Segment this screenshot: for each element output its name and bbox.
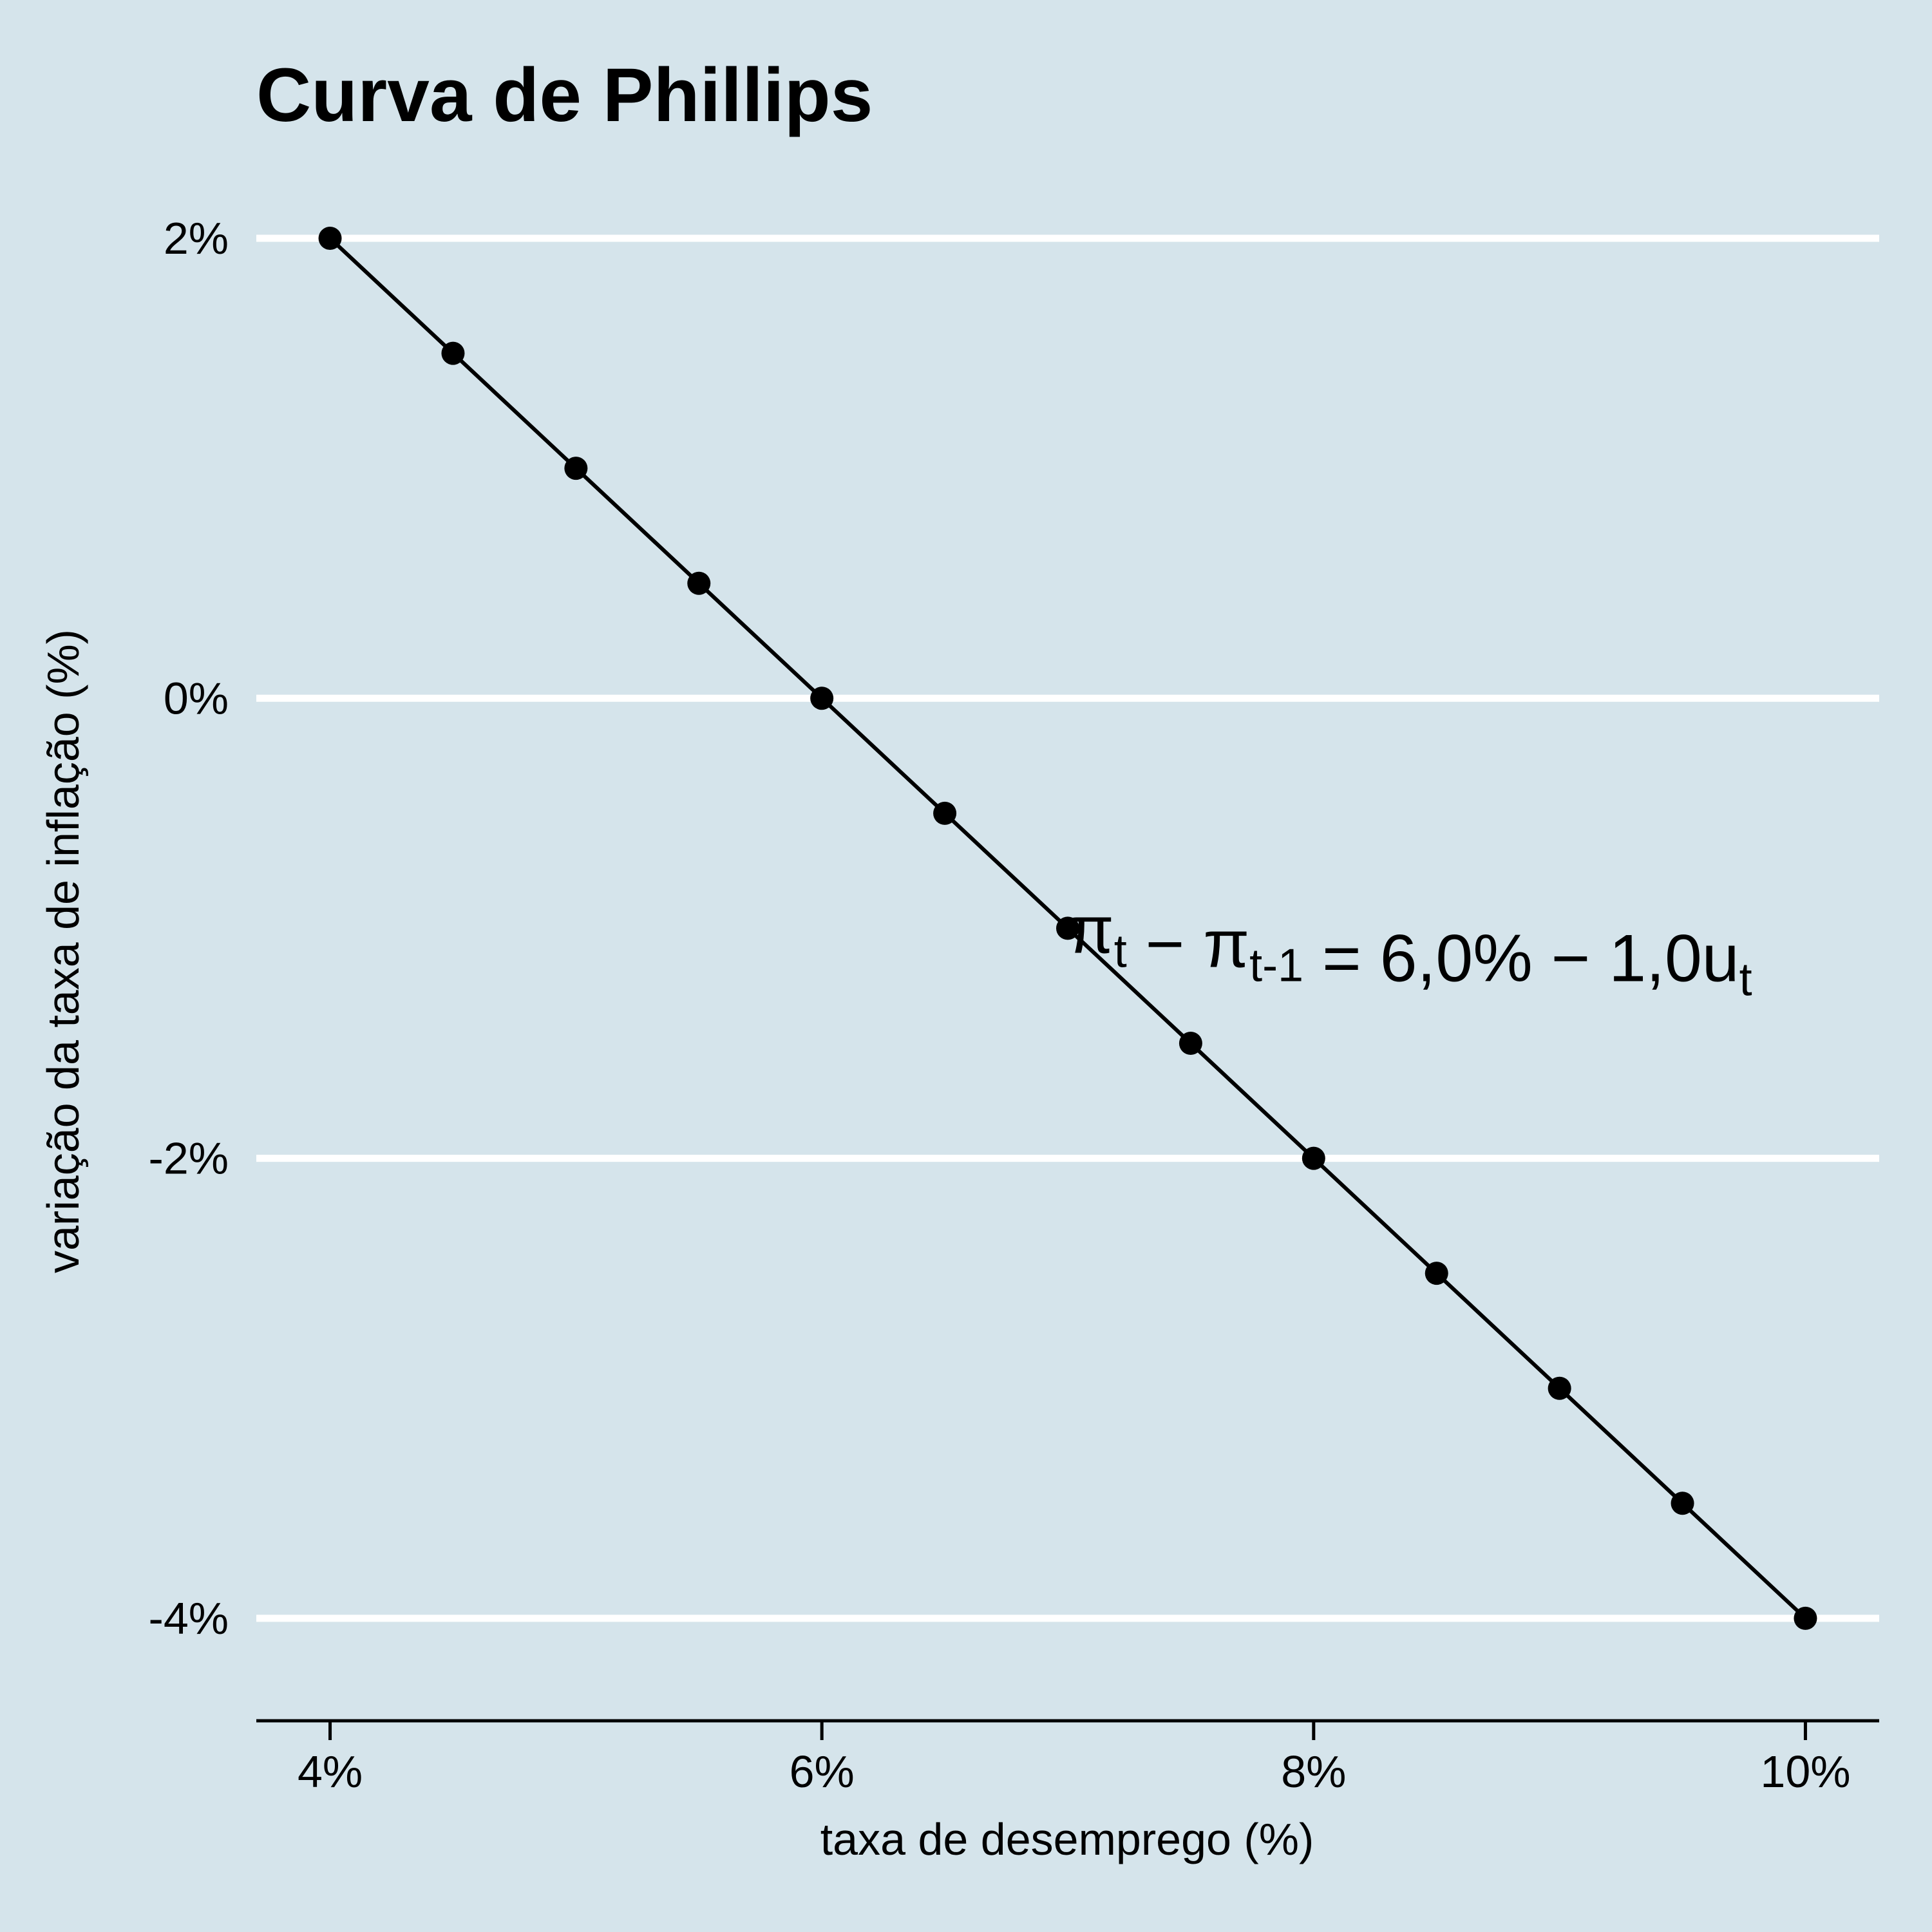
data-point bbox=[441, 341, 465, 365]
y-axis-title: variação da taxa de inflação (%) bbox=[38, 629, 88, 1273]
gridlines bbox=[256, 234, 1879, 1622]
data-point bbox=[1179, 1032, 1202, 1055]
x-axis-title: taxa de desemprego (%) bbox=[820, 1814, 1314, 1864]
equation-part: = 6,0% − 1,0u bbox=[1303, 921, 1739, 996]
x-tick-label: 4% bbox=[298, 1747, 363, 1797]
data-point bbox=[1302, 1146, 1325, 1170]
equation-subscript: t-1 bbox=[1249, 940, 1303, 991]
data-point bbox=[564, 457, 588, 480]
data-point bbox=[1425, 1262, 1448, 1285]
data-point bbox=[810, 687, 834, 710]
data-point bbox=[933, 801, 957, 825]
chart-title: Curva de Phillips bbox=[256, 53, 873, 138]
data-point bbox=[687, 571, 711, 595]
y-tick-label: 2% bbox=[164, 213, 229, 263]
equation-subscript: t bbox=[1739, 954, 1752, 1005]
y-tick-label: -4% bbox=[149, 1593, 229, 1643]
x-axis-ticks: 4% 6% 8% 10% bbox=[298, 1721, 1851, 1797]
data-points bbox=[318, 227, 1817, 1630]
data-point bbox=[1794, 1606, 1817, 1630]
x-tick-label: 8% bbox=[1281, 1747, 1346, 1797]
data-point bbox=[318, 227, 342, 250]
data-point bbox=[1671, 1492, 1694, 1515]
y-tick-label: 0% bbox=[164, 673, 229, 723]
equation-annotation: πt − πt-1 = 6,0% − 1,0ut bbox=[1068, 893, 1752, 1005]
y-tick-label: -2% bbox=[149, 1133, 229, 1184]
data-point bbox=[1056, 916, 1079, 940]
y-axis-ticks: 2% 0% -2% -4% bbox=[149, 213, 229, 1643]
x-tick-label: 10% bbox=[1760, 1747, 1850, 1797]
equation-part: π bbox=[1203, 907, 1249, 981]
data-point bbox=[1548, 1376, 1571, 1400]
x-tick-label: 6% bbox=[790, 1747, 855, 1797]
equation-subscript: t bbox=[1114, 925, 1127, 977]
equation-part: − bbox=[1127, 907, 1204, 981]
equation-part: π bbox=[1068, 893, 1114, 967]
